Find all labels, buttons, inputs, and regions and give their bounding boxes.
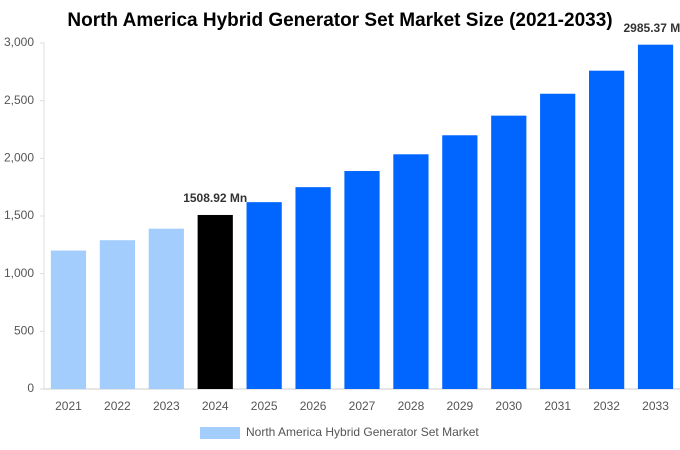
bar [99,240,135,389]
legend-label: North America Hybrid Generator Set Marke… [246,425,479,439]
y-tick-label: 0 [27,381,34,395]
x-tick-label: 2029 [446,399,473,413]
x-tick-label: 2032 [593,399,620,413]
bar [148,228,184,389]
x-tick-label: 2021 [55,399,82,413]
y-tick-label: 1,000 [4,266,34,280]
bar [393,154,429,389]
value-label: 1508.92 Mn [183,191,247,205]
y-tick-label: 2,500 [4,93,34,107]
x-tick-label: 2026 [300,399,327,413]
bar [295,187,331,389]
bar [246,202,282,389]
x-tick-label: 2022 [104,399,131,413]
x-tick-label: 2030 [495,399,522,413]
x-tick-label: 2027 [349,399,376,413]
bar [491,115,527,389]
x-tick-label: 2025 [251,399,278,413]
bar [197,214,233,389]
y-tick-label: 3,000 [4,35,34,49]
x-tick-label: 2033 [642,399,669,413]
y-tick-label: 2,000 [4,151,34,165]
x-tick-label: 2023 [153,399,180,413]
y-tick-label: 1,500 [4,208,34,222]
y-tick-label: 500 [14,324,34,338]
bar [540,93,576,389]
chart-title: North America Hybrid Generator Set Marke… [67,10,612,31]
x-tick-label: 2031 [544,399,571,413]
bar [50,250,87,389]
bar [589,70,625,390]
x-tick-label: 2024 [202,399,229,413]
bar [442,135,478,389]
bar [637,44,674,390]
x-tick-label: 2028 [398,399,425,413]
bar [344,171,380,389]
legend-swatch [200,427,240,439]
value-label: 2985.37 Mn [624,21,680,35]
